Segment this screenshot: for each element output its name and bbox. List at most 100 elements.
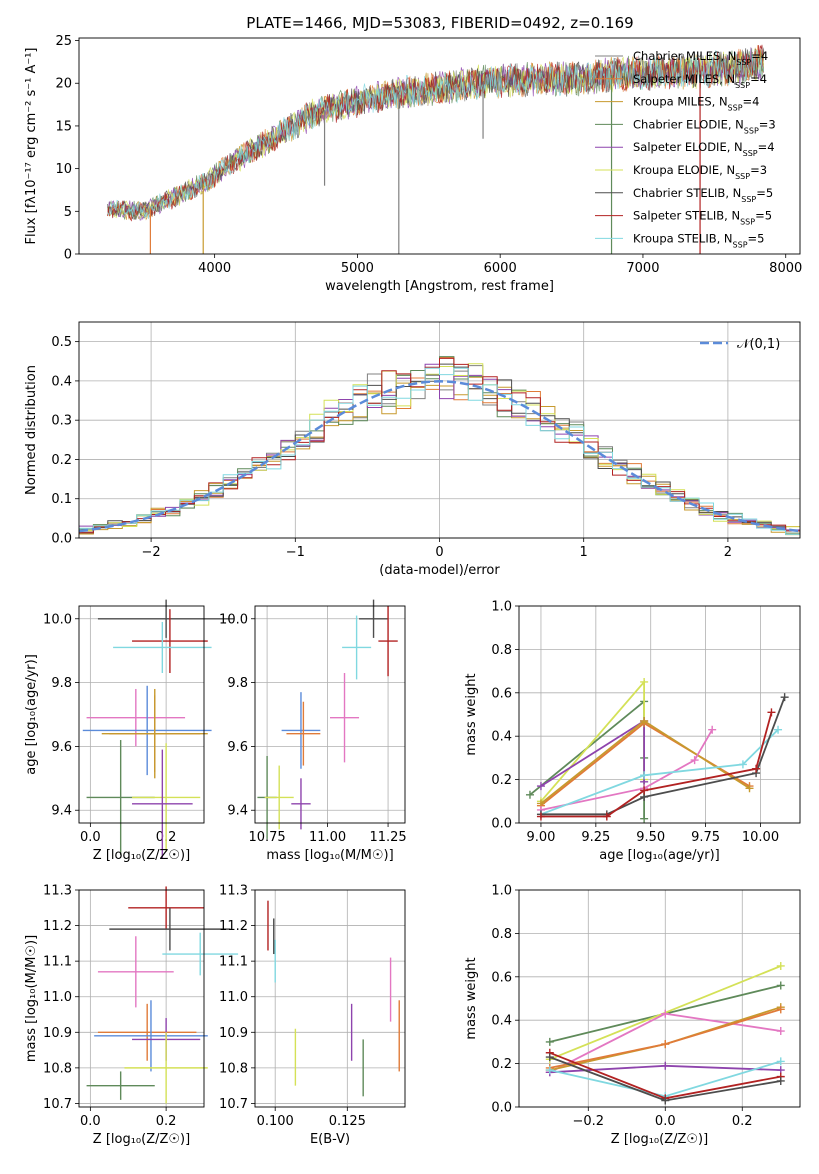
y-tick-label: 0.6 <box>491 686 512 701</box>
data-point-marker <box>661 1009 670 1018</box>
data-point-marker <box>745 784 754 793</box>
y-tick-label: 10.8 <box>219 1061 248 1076</box>
data-point-marker <box>545 1037 554 1046</box>
legend-entry: Salpeter MILES, NSSP=4 <box>633 72 767 90</box>
y-tick-label: 11.0 <box>43 990 72 1005</box>
spectrum-series-line <box>107 44 765 222</box>
y-tick-label: 9.6 <box>51 740 72 755</box>
y-tick-label: 11.1 <box>219 955 248 970</box>
y-axis-label: mass [log₁₀(M/M☉)] <box>24 935 39 1062</box>
mass-vs-Z-panel: 0.0 0.2 10.7 10.8 10.9 11.0 11.1 11.2 11.3 Z [log… <box>24 884 239 1147</box>
y-tick-label: 10.0 <box>219 612 248 627</box>
legend-entry: Salpeter ELODIE, NSSP=4 <box>633 140 775 158</box>
x-tick-label: −0.2 <box>572 1114 604 1129</box>
legend-entry: Kroupa ELODIE, NSSP=3 <box>633 163 767 181</box>
x-axis-label: Z [log₁₀(Z/Z☉)] <box>93 848 190 863</box>
y-tick-label: 0.2 <box>491 773 512 788</box>
y-tick-label: 0.6 <box>491 970 512 985</box>
x-tick-label: 9.25 <box>581 830 610 845</box>
x-tick-label: 0 <box>435 545 443 560</box>
data-point-marker <box>525 790 534 799</box>
data-point-marker <box>776 1076 785 1085</box>
axes-frame <box>518 605 801 824</box>
spectrum-panel: 4000 5000 6000 7000 8000 0 5 10 15 20 25 wavelength… <box>24 34 802 294</box>
y-axis-label: Flux [fλ10⁻¹⁷ erg cm⁻² s⁻¹ A⁻¹] <box>24 48 39 245</box>
x-tick-label: 10.00 <box>742 830 779 845</box>
legend-entry: Chabrier STELIB, NSSP=5 <box>633 186 773 204</box>
y-tick-label: 0.5 <box>51 335 72 350</box>
y-tick-label: 0.1 <box>51 492 72 507</box>
y-tick-label: 9.8 <box>51 676 72 691</box>
y-tick-label: 11.0 <box>219 990 248 1005</box>
x-axis-label: Z [log₁₀(Z/Z☉)] <box>93 1132 190 1147</box>
legend-entry: Kroupa MILES, NSSP=4 <box>633 95 759 113</box>
x-tick-label: 0.125 <box>329 1114 366 1129</box>
y-tick-label: 10.9 <box>43 1026 72 1041</box>
axes-frame <box>78 37 801 255</box>
figure-title: PLATE=1466, MJD=53083, FIBERID=0492, z=0… <box>246 14 633 32</box>
y-tick-label: 10.7 <box>219 1097 248 1112</box>
axes-frame <box>78 605 205 824</box>
data-point-marker <box>661 1061 670 1070</box>
y-axis-label: mass weight <box>464 673 479 755</box>
data-point-marker <box>738 760 747 769</box>
legend-entry: Kroupa STELIB, NSSP=5 <box>633 231 764 249</box>
x-tick-label: 11.00 <box>309 830 346 845</box>
y-tick-label: 25 <box>55 34 72 49</box>
x-axis-label: age [log₁₀(age/yr)] <box>599 848 720 863</box>
data-point-marker <box>690 756 699 765</box>
data-point-marker <box>536 782 545 791</box>
massweight-series-line <box>540 719 645 787</box>
data-point-marker <box>640 786 649 795</box>
y-tick-label: 10.7 <box>43 1097 72 1112</box>
x-tick-label: 9.50 <box>636 830 665 845</box>
x-tick-label: 8000 <box>769 261 802 276</box>
legend-entry: Chabrier MILES, NSSP=4 <box>633 49 768 67</box>
data-point-marker <box>661 1096 670 1105</box>
axes-frame <box>254 889 406 1108</box>
y-tick-label: 0.8 <box>491 643 512 658</box>
data-point-marker <box>767 708 776 717</box>
y-tick-label: 9.4 <box>227 804 248 819</box>
y-tick-label: 0.8 <box>491 927 512 942</box>
y-tick-label: 0.2 <box>491 1057 512 1072</box>
x-tick-label: −2 <box>142 545 161 560</box>
normal-curve <box>78 380 801 533</box>
axes-frame <box>78 889 205 1108</box>
y-tick-label: 11.3 <box>43 884 72 899</box>
legend-entry: 𝒩(0,1) <box>737 337 780 352</box>
x-tick-label: 0.2 <box>732 1114 753 1129</box>
y-tick-label: 9.8 <box>227 676 248 691</box>
x-axis-label: mass [log₁₀(M/M☉)] <box>266 848 393 863</box>
histogram-series-line <box>79 357 800 534</box>
x-axis-label: Z [log₁₀(Z/Z☉)] <box>611 1132 708 1147</box>
y-tick-label: 0.0 <box>491 817 512 832</box>
y-axis-label: age [log₁₀(age/yr)] <box>24 654 39 775</box>
x-tick-label: 1 <box>580 545 588 560</box>
x-tick-label: 9.00 <box>526 830 555 845</box>
data-point-marker <box>776 1057 785 1066</box>
data-point-marker <box>774 725 783 734</box>
y-tick-label: 11.2 <box>219 919 248 934</box>
y-tick-label: 0.4 <box>491 1014 512 1029</box>
x-axis-label: wavelength [Angstrom, rest frame] <box>325 279 554 294</box>
age-vs-Z-panel: 0.0 0.29.49.69.810.0Z [log₁₀(Z/Z☉)]age [l… <box>24 599 235 863</box>
data-point-marker <box>640 814 649 823</box>
axes-frame <box>254 605 406 824</box>
y-tick-label: 0.2 <box>51 453 72 468</box>
data-point-marker <box>602 812 611 821</box>
x-tick-label: 2 <box>724 545 732 560</box>
massweight-vs-Z-panel: −0.2 0.0 0.2 0.0 0.2 0.4 0.6 0.8 1.0 Z [log₁₀(Z/Z… <box>464 884 801 1147</box>
legend-entry: Chabrier ELODIE, NSSP=3 <box>633 117 776 135</box>
y-tick-label: 1.0 <box>491 884 512 899</box>
data-point-marker <box>661 1040 670 1049</box>
y-axis-label: Normed distribution <box>24 365 39 495</box>
x-axis-label: (data-model)/error <box>379 563 500 578</box>
y-tick-label: 5 <box>64 205 72 220</box>
axes-frame <box>78 321 801 539</box>
legend-entry: Salpeter STELIB, NSSP=5 <box>633 209 772 227</box>
x-tick-label: 0.0 <box>80 830 101 845</box>
x-tick-label: 11.25 <box>369 830 406 845</box>
